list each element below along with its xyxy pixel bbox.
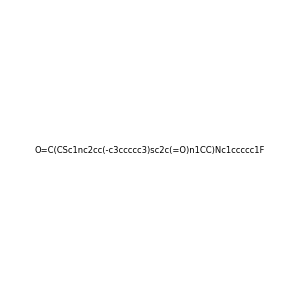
- Text: O=C(CSc1nc2cc(-c3ccccc3)sc2c(=O)n1CC)Nc1ccccc1F: O=C(CSc1nc2cc(-c3ccccc3)sc2c(=O)n1CC)Nc1…: [35, 146, 265, 154]
